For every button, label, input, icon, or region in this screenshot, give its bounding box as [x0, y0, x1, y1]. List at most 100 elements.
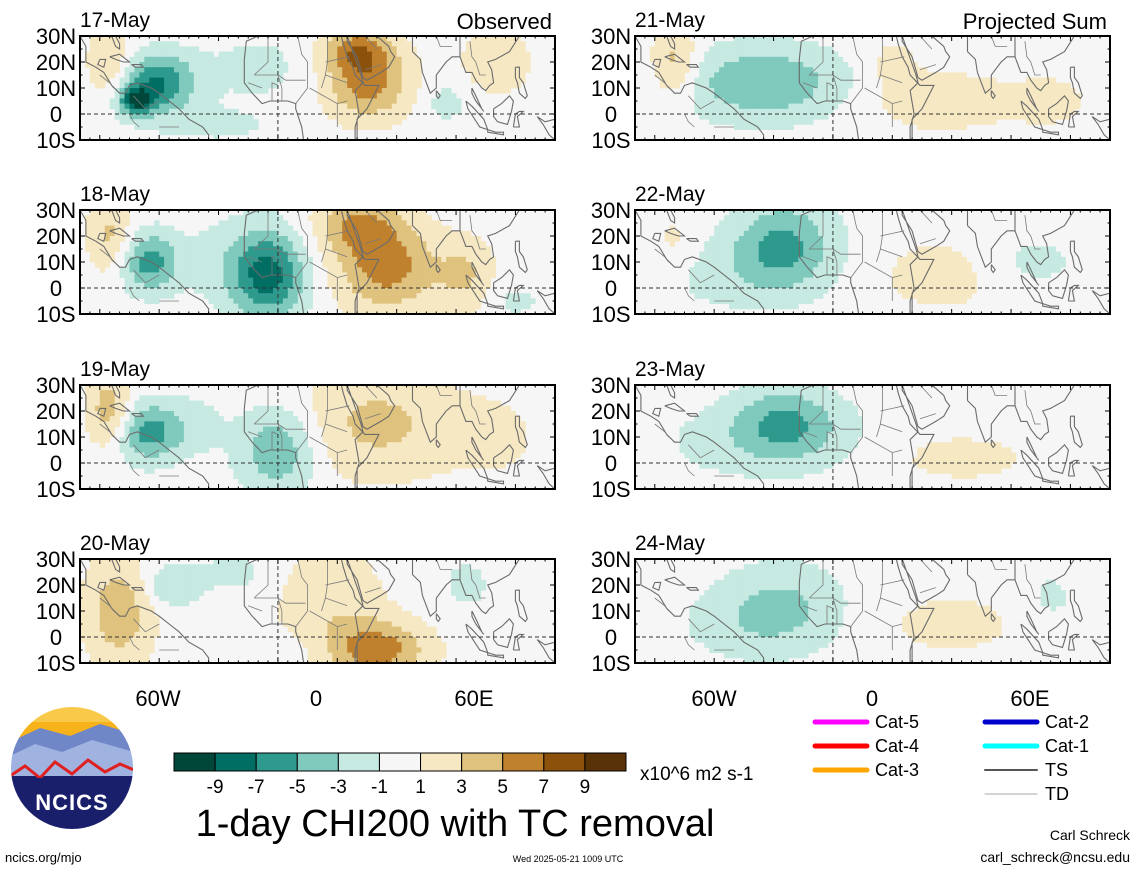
colorbar-label: -7: [248, 777, 265, 798]
lat-label: 10N: [591, 76, 631, 101]
lat-label: 10N: [36, 599, 76, 624]
lat-label: 10N: [36, 76, 76, 101]
colorbar-label: 5: [497, 777, 508, 798]
colorbar-swatch: [543, 752, 586, 772]
lat-label: 10S: [591, 128, 630, 153]
colorbar-swatch: [255, 752, 298, 772]
lat-label: 30N: [36, 373, 76, 398]
ncics-logo: NCICS: [9, 705, 135, 831]
lat-label: 20N: [591, 50, 631, 75]
colorbar-label: 9: [580, 777, 591, 798]
coastlines: [80, 36, 555, 140]
footer-timestamp: Wed 2025-05-21 1009 UTC: [513, 854, 624, 864]
lat-label: 10N: [591, 425, 631, 450]
lon-label-60e-right: 60E: [1010, 686, 1049, 711]
colorbar-label: -3: [330, 777, 347, 798]
lat-label: 10S: [591, 651, 630, 676]
lat-label: 30N: [591, 24, 631, 49]
panel-date: 23-May: [635, 358, 706, 381]
colorbar-label: -1: [371, 777, 388, 798]
panel-date: 17-May: [80, 9, 151, 32]
lat-label: 10S: [36, 477, 75, 502]
colorbar-swatch: [584, 752, 627, 772]
footer-email: carl_schreck@ncsu.edu: [980, 849, 1130, 865]
lat-label: 10S: [36, 302, 75, 327]
logo-text: NCICS: [35, 790, 108, 815]
colorbar-label: 7: [539, 777, 550, 798]
footer-site: ncics.org/mjo: [5, 850, 82, 865]
longitude-labels: 60W 0 60E 60W 0 60E: [135, 686, 1049, 711]
lat-label: 10S: [36, 651, 75, 676]
coastlines: [80, 385, 555, 489]
lat-label: 10S: [591, 302, 630, 327]
colorbar-swatch: [461, 752, 504, 772]
lat-label: 0: [50, 625, 62, 650]
lat-label: 30N: [36, 198, 76, 223]
chi200-field: [80, 36, 555, 140]
lat-label: 10S: [591, 477, 630, 502]
lat-label: 20N: [36, 50, 76, 75]
colorbar-label: -9: [207, 777, 224, 798]
chi200-field: [635, 210, 1110, 314]
panel-date: 20-May: [80, 532, 151, 555]
tc-legend-label: Cat-3: [875, 760, 919, 780]
tc-legend-label: TS: [1045, 760, 1068, 780]
footer-author: Carl Schreck: [1050, 827, 1131, 843]
lat-label: 10N: [36, 250, 76, 275]
panel-date: 24-May: [635, 532, 706, 555]
colorbar-swatch: [378, 752, 422, 772]
lat-label: 30N: [591, 373, 631, 398]
coastlines: [635, 36, 1110, 140]
colorbar-swatch: [420, 752, 463, 772]
lat-label: 30N: [36, 547, 76, 572]
lon-label-60w-left: 60W: [135, 686, 180, 711]
lon-label-60e-left: 60E: [454, 686, 493, 711]
lat-label: 20N: [36, 224, 76, 249]
chi200-field: [635, 36, 1110, 140]
colorbar-swatch: [173, 752, 216, 772]
tc-legend-label: Cat-1: [1045, 736, 1089, 756]
lat-label: 10N: [591, 599, 631, 624]
panel-date: 19-May: [80, 358, 151, 381]
coastlines: [80, 210, 555, 314]
chi200-field: [80, 385, 555, 489]
lat-label: 30N: [36, 24, 76, 49]
colorbar-label: -5: [289, 777, 306, 798]
units-label: x10^6 m2 s-1: [640, 764, 753, 785]
panel-date: 21-May: [635, 9, 706, 32]
chi200-field: [80, 210, 555, 314]
lat-label: 20N: [36, 573, 76, 598]
tc-legend-label: Cat-5: [875, 712, 919, 732]
lat-label: 10S: [36, 128, 75, 153]
colorbar-swatch: [337, 752, 380, 772]
lat-label: 0: [605, 102, 617, 127]
tc-legend-label: TD: [1045, 784, 1069, 804]
lon-label-0-left: 0: [310, 686, 322, 711]
tc-legend-label: Cat-2: [1045, 712, 1089, 732]
chi200-field: [635, 385, 1110, 489]
colorbar-swatch: [296, 752, 339, 772]
lat-label: 20N: [591, 399, 631, 424]
lat-label: 0: [50, 276, 62, 301]
column-heading: Projected Sum: [963, 9, 1107, 34]
lon-label-0-right: 0: [866, 686, 878, 711]
tc-legend-label: Cat-4: [875, 736, 919, 756]
lat-label: 20N: [36, 399, 76, 424]
lat-label: 0: [50, 102, 62, 127]
lat-label: 0: [605, 625, 617, 650]
coastlines: [635, 559, 1110, 663]
lat-label: 30N: [591, 198, 631, 223]
colorbar-swatch: [502, 752, 545, 772]
lat-label: 0: [605, 451, 617, 476]
colorbar-swatch: [214, 752, 257, 772]
lon-label-60w-right: 60W: [691, 686, 736, 711]
